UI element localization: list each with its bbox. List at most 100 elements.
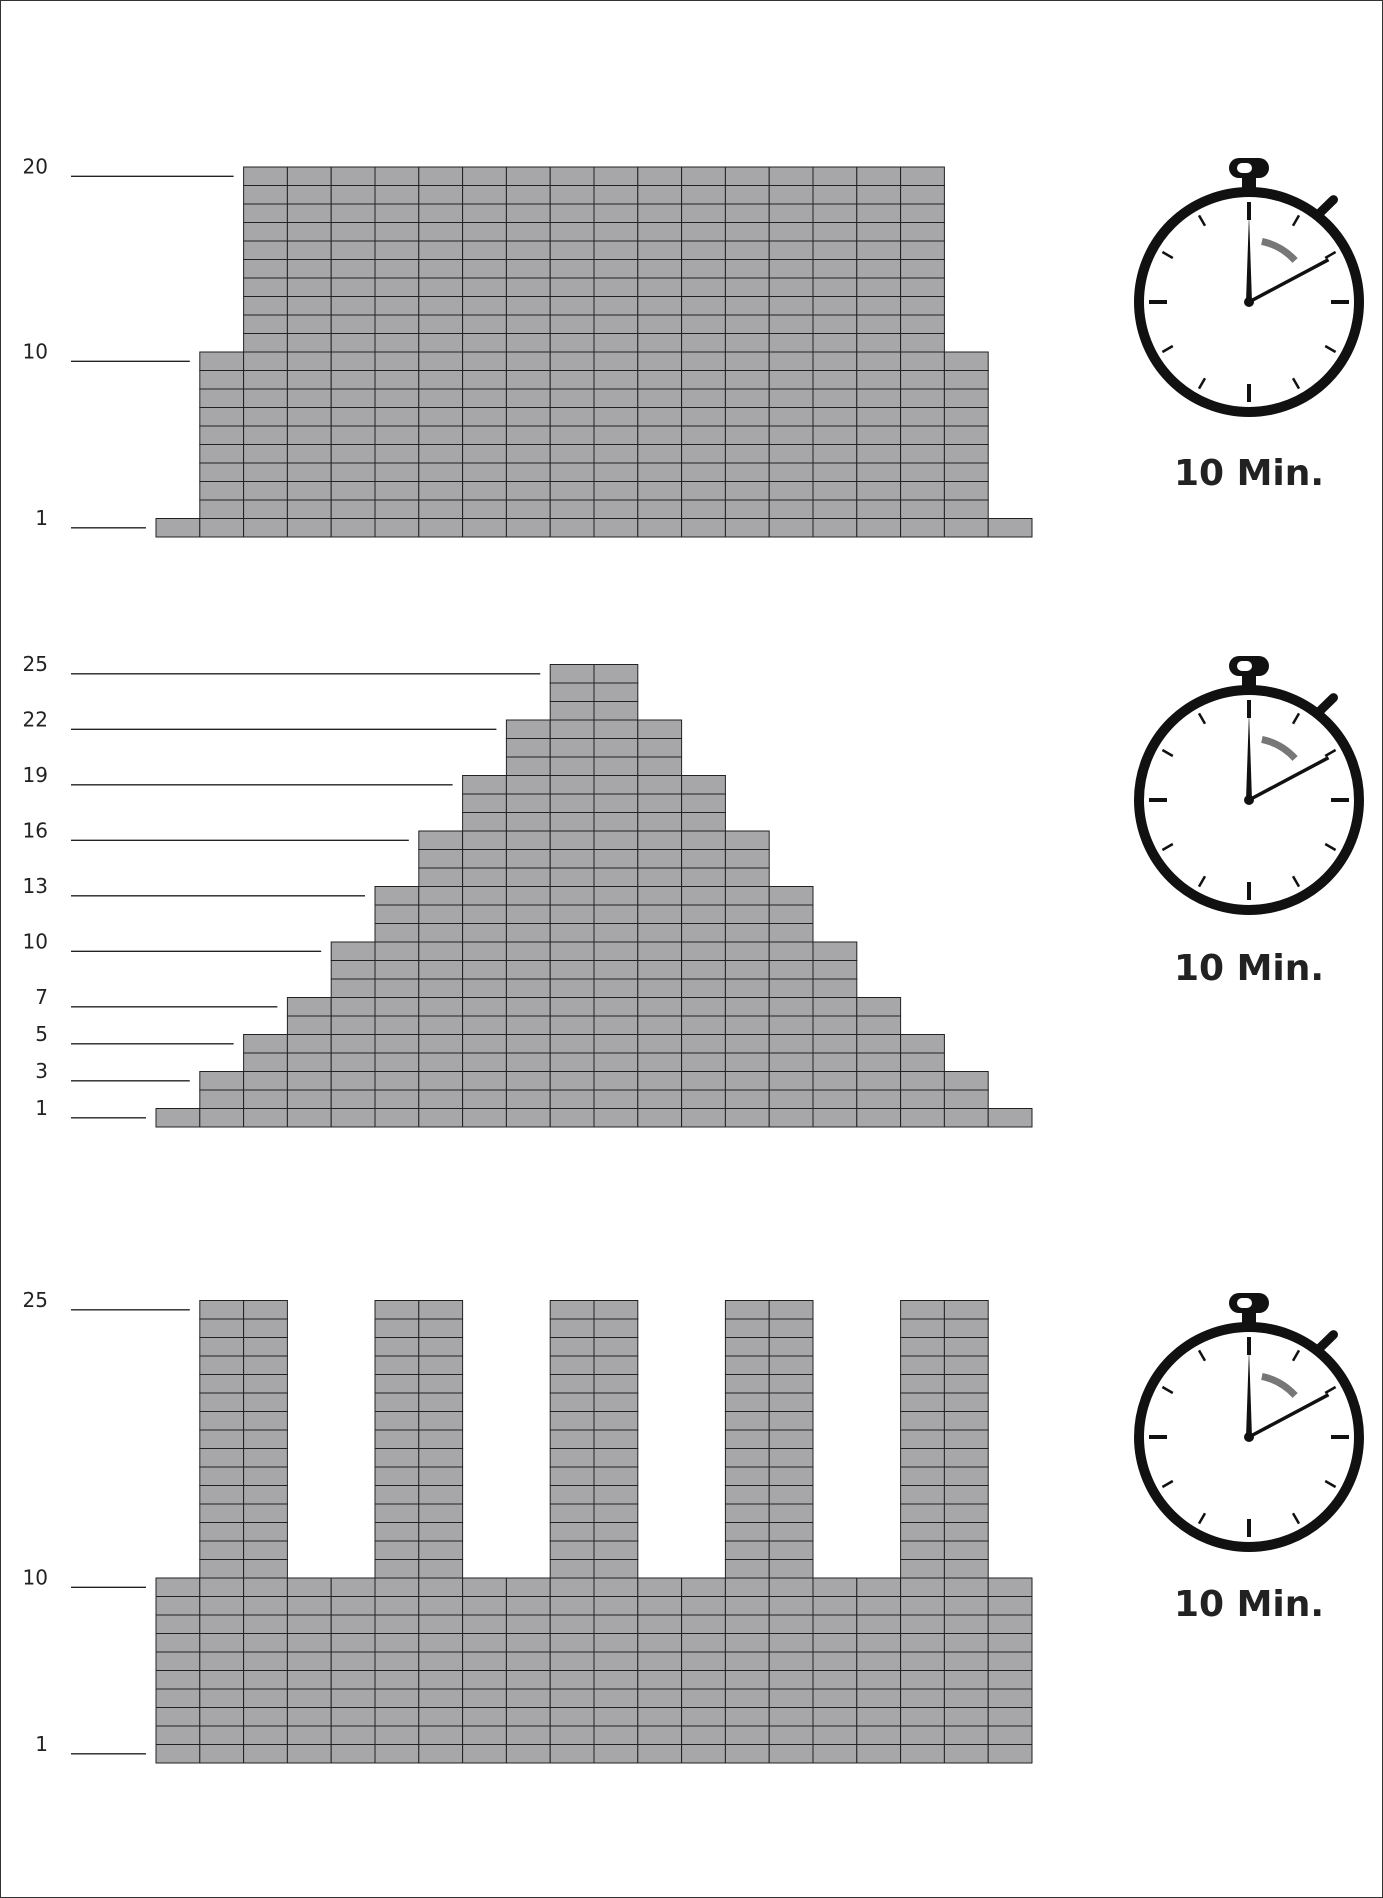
bar-cell bbox=[418, 1071, 464, 1091]
bar-cell bbox=[593, 1614, 639, 1634]
bar-cell bbox=[418, 462, 464, 482]
bar-column bbox=[724, 1300, 770, 1764]
bar-cell bbox=[374, 1596, 420, 1616]
bar-cell bbox=[593, 1355, 639, 1375]
bar-cell bbox=[418, 1725, 464, 1745]
bar-cell bbox=[505, 388, 551, 408]
bar-cell bbox=[549, 1411, 595, 1431]
bar-column bbox=[286, 1577, 332, 1764]
bar-cell bbox=[243, 1485, 288, 1505]
bar-cell bbox=[900, 444, 945, 464]
bar-cell bbox=[199, 518, 245, 538]
bar-cell bbox=[768, 1670, 814, 1690]
bar-cell bbox=[681, 775, 726, 795]
bar-cell bbox=[286, 1707, 332, 1727]
bar-cell bbox=[768, 1614, 814, 1634]
bar-cell bbox=[768, 1411, 814, 1431]
bar-cell bbox=[286, 1052, 332, 1072]
bar-cell bbox=[681, 222, 726, 242]
bar-cell bbox=[943, 1071, 989, 1091]
bar-cell bbox=[593, 1744, 639, 1764]
bar-cell bbox=[637, 1596, 683, 1616]
bar-cell bbox=[900, 1318, 945, 1338]
bar-cell bbox=[549, 1015, 595, 1035]
bar-cell bbox=[900, 1688, 945, 1708]
bar-cell bbox=[243, 1448, 288, 1468]
bar-cell bbox=[681, 462, 726, 482]
bar-cell bbox=[768, 1577, 814, 1597]
bar-cell bbox=[330, 1725, 376, 1745]
bar-cell bbox=[330, 407, 376, 427]
bar-cell bbox=[637, 719, 683, 739]
bar-cell bbox=[681, 960, 726, 980]
bar-cell bbox=[637, 1052, 683, 1072]
bar-cell bbox=[243, 1744, 288, 1764]
bar-cell bbox=[462, 370, 507, 390]
bar-cell bbox=[724, 499, 770, 519]
bar-cell bbox=[637, 296, 683, 316]
bar-cell bbox=[768, 1651, 814, 1671]
bar-cell bbox=[637, 1614, 683, 1634]
bar-cell bbox=[374, 333, 420, 353]
bar-cell bbox=[681, 997, 726, 1017]
bar-cell bbox=[505, 1670, 551, 1690]
bar-cell bbox=[637, 793, 683, 813]
bar-cell bbox=[286, 1688, 332, 1708]
bar-column bbox=[462, 775, 507, 1128]
bar-cell bbox=[768, 203, 814, 223]
bar-cell bbox=[724, 1429, 770, 1449]
bar-cell bbox=[593, 1052, 639, 1072]
bar-cell bbox=[549, 222, 595, 242]
bar-cell bbox=[199, 1355, 245, 1375]
bar-column bbox=[286, 166, 332, 538]
bar-cell bbox=[155, 1596, 201, 1616]
bar-cell bbox=[243, 518, 288, 538]
bar-cell bbox=[462, 314, 507, 334]
bar-cell bbox=[900, 1052, 945, 1072]
bar-cell bbox=[724, 1725, 770, 1745]
bar-cell bbox=[987, 1108, 1033, 1128]
bar-cell bbox=[286, 185, 332, 205]
bar-column bbox=[418, 830, 464, 1128]
bar-cell bbox=[286, 1015, 332, 1035]
bar-cell bbox=[900, 462, 945, 482]
bar-cell bbox=[768, 1300, 814, 1320]
bar-cell bbox=[812, 407, 858, 427]
bar-cell bbox=[374, 1429, 420, 1449]
bar-cell bbox=[505, 941, 551, 961]
y-tick-label: 13 bbox=[23, 874, 48, 898]
bar-cell bbox=[593, 1633, 639, 1653]
bar-cell bbox=[199, 1596, 245, 1616]
bar-cell bbox=[418, 1559, 464, 1579]
bar-cell bbox=[505, 1089, 551, 1109]
y-tick-label: 5 bbox=[35, 1022, 48, 1046]
bar-cell bbox=[900, 1089, 945, 1109]
bar-cell bbox=[330, 388, 376, 408]
bar-cell bbox=[987, 1614, 1033, 1634]
bar-cell bbox=[243, 1318, 288, 1338]
bar-column bbox=[374, 886, 420, 1128]
bar-cell bbox=[243, 1089, 288, 1109]
bar-cell bbox=[374, 941, 420, 961]
bar-cell bbox=[768, 1015, 814, 1035]
bar-cell bbox=[286, 351, 332, 371]
bar-cell bbox=[505, 333, 551, 353]
bar-cell bbox=[374, 1688, 420, 1708]
bar-cell bbox=[768, 1596, 814, 1616]
bar-cell bbox=[724, 1485, 770, 1505]
bar-cell bbox=[199, 1089, 245, 1109]
bar-cell bbox=[199, 1540, 245, 1560]
bar-cell bbox=[199, 1614, 245, 1634]
bar-cell bbox=[943, 1392, 989, 1412]
bar-cell bbox=[768, 1503, 814, 1523]
bar-cell bbox=[418, 941, 464, 961]
bar-cell bbox=[374, 259, 420, 279]
bar-cell bbox=[418, 886, 464, 906]
bar-cell bbox=[330, 333, 376, 353]
bar-cell bbox=[374, 1071, 420, 1091]
bar-cell bbox=[768, 1559, 814, 1579]
bar-cell bbox=[374, 904, 420, 924]
bar-cell bbox=[330, 1596, 376, 1616]
bar-cell bbox=[593, 886, 639, 906]
